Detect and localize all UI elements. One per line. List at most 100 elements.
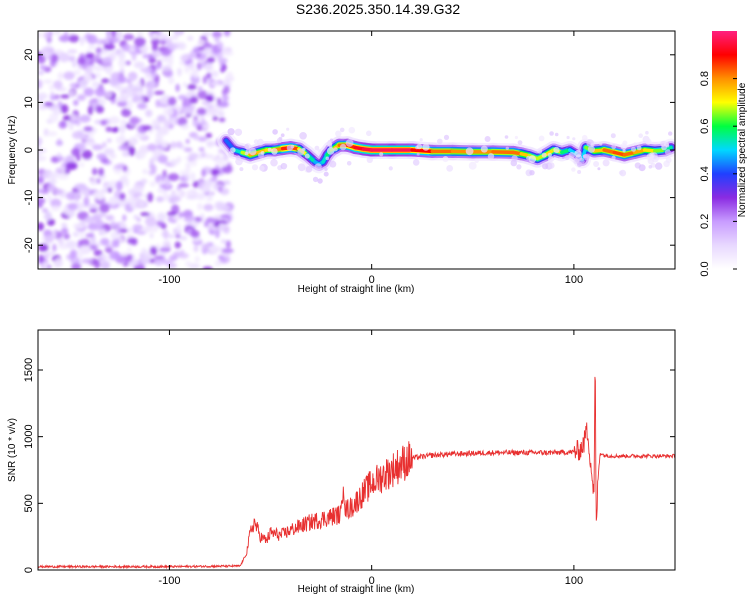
noise-blob [100, 260, 111, 269]
noise-blob [38, 70, 45, 76]
snr-y-tick-label: 500 [23, 494, 35, 512]
noise-blob [193, 70, 198, 79]
noise-blob [205, 62, 213, 71]
noise-blob [140, 67, 151, 73]
ridge-halo [442, 156, 449, 163]
noise-blob [98, 167, 105, 177]
ridge-halo [251, 164, 259, 171]
ridge-halo [636, 145, 642, 151]
noise-blob [209, 244, 220, 254]
noise-blob [184, 64, 190, 74]
ridge-halo [388, 166, 393, 171]
noise-blob [190, 74, 200, 85]
noise-blob [190, 172, 196, 182]
ridge-halo [227, 128, 235, 136]
noise-blob [140, 178, 148, 185]
noise-blob [210, 70, 219, 78]
noise-blob [206, 56, 216, 63]
ridge-halo [270, 158, 278, 167]
noise-blob [74, 183, 87, 190]
snr-x-tick-label: 100 [565, 575, 583, 587]
noise-blob [38, 148, 47, 153]
noise-blob [104, 43, 115, 51]
noise-blob [77, 202, 83, 212]
ridge-halo [474, 158, 480, 164]
noise-blob [44, 251, 56, 256]
noise-blob [126, 99, 133, 110]
noise-blob [177, 67, 182, 77]
ridge-halo [516, 164, 522, 170]
noise-blob [194, 216, 202, 223]
ridge-halo [286, 144, 294, 152]
noise-blob [84, 66, 93, 75]
ridge-halo [480, 145, 488, 153]
noise-blob [140, 212, 150, 217]
noise-blob [203, 154, 215, 159]
noise-blob [202, 75, 207, 85]
ridge-halo [299, 132, 307, 140]
noise-blob [95, 38, 105, 45]
noise-blob [104, 91, 113, 99]
noise-blob [109, 153, 117, 159]
spectrogram-x-label: Height of straight line (km) [298, 284, 415, 295]
noise-blob [83, 126, 93, 132]
noise-blob [115, 135, 127, 145]
noise-blob [196, 107, 207, 116]
noise-blob [52, 107, 62, 116]
noise-blob [95, 105, 105, 114]
noise-blob [84, 134, 89, 139]
noise-blob [162, 94, 169, 100]
noise-blob [145, 109, 153, 118]
noise-blob [69, 82, 77, 88]
noise-blob [171, 190, 176, 196]
ridge-halo [668, 131, 673, 136]
noise-blob [117, 197, 127, 207]
noise-blob [166, 211, 177, 216]
noise-blob [220, 239, 227, 244]
noise-blob [132, 224, 143, 231]
noise-blob [168, 76, 175, 85]
ridge-halo [511, 155, 518, 162]
noise-blob [68, 55, 76, 62]
noise-blob [86, 34, 98, 45]
noise-blob [219, 162, 228, 167]
noise-blob [154, 255, 165, 260]
ridge-halo [345, 139, 354, 147]
spectrogram-x-tick-label: -100 [158, 274, 180, 286]
ridge-halo [590, 142, 595, 147]
noise-blob [115, 180, 123, 191]
noise-blob [203, 220, 209, 228]
noise-blob [167, 96, 177, 106]
ridge-halo [571, 167, 576, 172]
noise-blob [136, 31, 144, 39]
ridge-halo [647, 157, 654, 165]
noise-blob [175, 191, 186, 196]
ridge-halo [611, 155, 616, 160]
ridge-halo [339, 143, 347, 151]
noise-blob [128, 138, 135, 148]
noise-blob [96, 178, 101, 184]
noise-blob [38, 175, 45, 184]
ridge-halo [537, 148, 543, 154]
noise-blob [42, 261, 48, 269]
ridge-halo [281, 163, 288, 169]
noise-blob [133, 264, 145, 269]
noise-blob [163, 108, 174, 116]
noise-blob [65, 161, 77, 171]
noise-blob [221, 94, 229, 102]
noise-blob [167, 57, 174, 67]
noise-blob [149, 181, 156, 187]
noise-blob [185, 195, 198, 200]
noise-blob [160, 48, 172, 57]
noise-blob [57, 138, 62, 146]
noise-blob [192, 180, 199, 188]
spectrogram-x-tick-label: 0 [369, 274, 375, 286]
noise-blob [137, 200, 146, 208]
noise-blob [142, 168, 148, 175]
noise-blob [38, 197, 46, 205]
ridge-halo [553, 146, 560, 153]
noise-blob [182, 97, 193, 107]
noise-blob [59, 104, 69, 114]
snr-x-label: Height of straight line (km) [298, 584, 415, 595]
